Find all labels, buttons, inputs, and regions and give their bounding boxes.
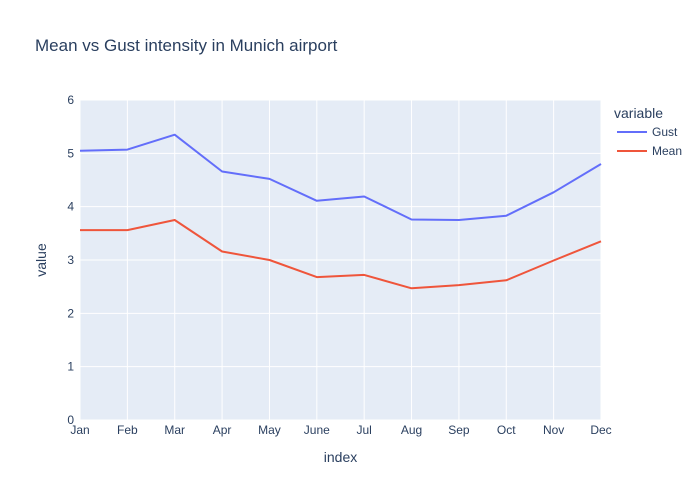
y-tick-label: 1 xyxy=(67,360,74,374)
legend-title: variable xyxy=(614,105,663,121)
y-tick-label: 3 xyxy=(67,253,74,267)
gridlines xyxy=(79,99,602,421)
y-tick-label: 6 xyxy=(67,93,74,107)
series-lines xyxy=(79,133,602,290)
x-tick-label: Sep xyxy=(448,423,470,437)
x-tick-label: Oct xyxy=(497,423,516,437)
x-tick-label: Mar xyxy=(164,423,185,437)
x-axis-ticks: Jan Feb Mar Apr May June Jul Aug Sep Oct Nov Dec xyxy=(70,423,611,437)
x-tick-label: Dec xyxy=(590,423,611,437)
x-tick-label: Apr xyxy=(213,423,232,437)
chart-title: Mean vs Gust intensity in Munich airport xyxy=(35,36,338,55)
y-tick-label: 4 xyxy=(67,200,74,214)
x-axis-title: index xyxy=(324,449,357,465)
x-tick-label: Jul xyxy=(357,423,372,437)
x-tick-label: Nov xyxy=(543,423,564,437)
series-line-gust xyxy=(79,133,602,221)
x-tick-label: Feb xyxy=(117,423,138,437)
y-tick-label: 2 xyxy=(67,306,74,320)
y-axis-title: value xyxy=(33,243,49,277)
legend: variable Gust Mean xyxy=(614,105,682,158)
y-axis-ticks: 0 1 2 3 4 5 6 xyxy=(67,93,74,427)
legend-label-gust: Gust xyxy=(652,125,678,139)
x-tick-label: Aug xyxy=(401,423,422,437)
x-tick-label: June xyxy=(304,423,330,437)
y-tick-label: 5 xyxy=(67,146,74,160)
y-tick-label: 0 xyxy=(67,413,74,427)
legend-label-mean: Mean xyxy=(652,144,682,158)
series-line-mean xyxy=(80,219,602,290)
x-tick-label: Jan xyxy=(70,423,89,437)
x-tick-label: May xyxy=(258,423,281,437)
